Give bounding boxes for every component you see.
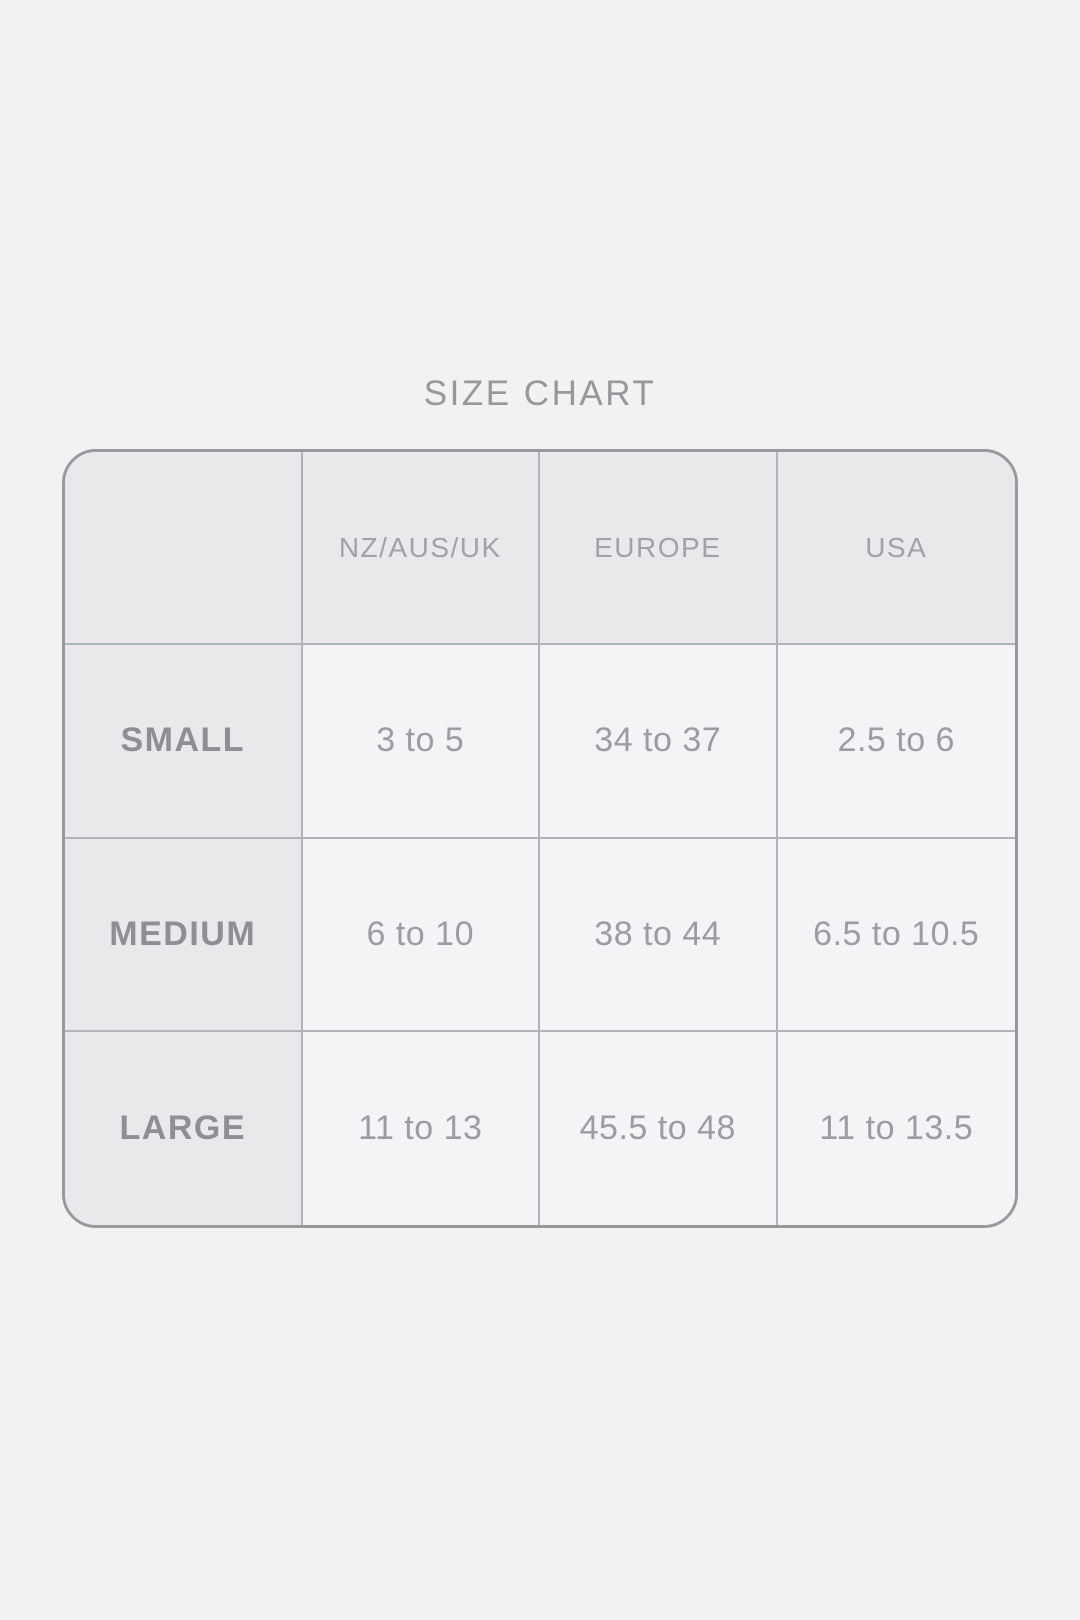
cell-small-usa: 2.5 to 6	[777, 645, 1015, 839]
row-label-medium: MEDIUM	[65, 838, 303, 1032]
cell-medium-nz-aus-uk: 6 to 10	[302, 838, 540, 1032]
cell-large-nz-aus-uk: 11 to 13	[302, 1031, 540, 1225]
cell-large-usa: 11 to 13.5	[777, 1031, 1015, 1225]
cell-small-nz-aus-uk: 3 to 5	[302, 645, 540, 839]
cell-large-europe: 45.5 to 48	[540, 1031, 778, 1225]
column-header-usa: USA	[777, 452, 1015, 646]
cell-medium-usa: 6.5 to 10.5	[777, 838, 1015, 1032]
header-cell-blank	[65, 452, 303, 646]
cell-medium-europe: 38 to 44	[540, 838, 778, 1032]
row-label-small: SMALL	[65, 645, 303, 839]
cell-small-europe: 34 to 37	[540, 645, 778, 839]
row-label-large: LARGE	[65, 1031, 303, 1225]
page-title: SIZE CHART	[423, 374, 657, 413]
column-header-europe: EUROPE	[540, 452, 778, 646]
column-header-nz-aus-uk: NZ/AUS/UK	[302, 452, 540, 646]
size-chart-table: NZ/AUS/UK EUROPE USA SMALL 3 to 5 34 to …	[62, 449, 1018, 1228]
